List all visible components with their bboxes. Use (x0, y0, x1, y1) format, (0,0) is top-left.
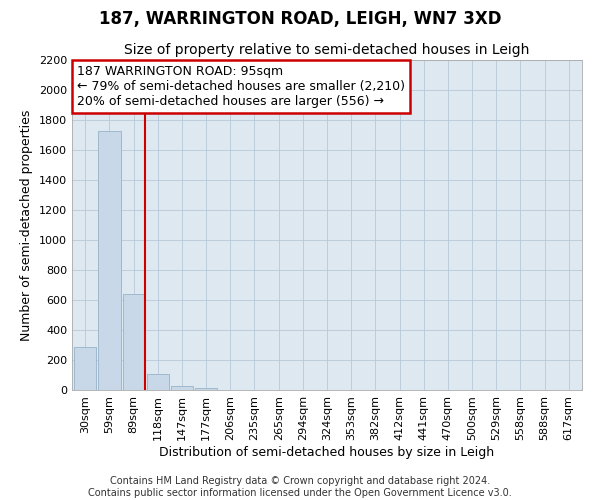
Bar (146, 374, 169, 390)
Y-axis label: Number of semi-detached properties: Number of semi-detached properties (20, 110, 34, 340)
Bar (74, 346, 97, 390)
Bar (98, 130, 121, 390)
Text: Contains HM Land Registry data © Crown copyright and database right 2024.
Contai: Contains HM Land Registry data © Crown c… (88, 476, 512, 498)
Text: 187, WARRINGTON ROAD, LEIGH, WN7 3XD: 187, WARRINGTON ROAD, LEIGH, WN7 3XD (99, 10, 501, 28)
Bar (122, 294, 145, 390)
Title: Size of property relative to semi-detached houses in Leigh: Size of property relative to semi-detach… (124, 44, 530, 58)
X-axis label: Distribution of semi-detached houses by size in Leigh: Distribution of semi-detached houses by … (160, 446, 494, 458)
Bar (171, 386, 193, 390)
Text: 187 WARRINGTON ROAD: 95sqm
← 79% of semi-detached houses are smaller (2,210)
20%: 187 WARRINGTON ROAD: 95sqm ← 79% of semi… (77, 65, 405, 108)
Bar (195, 388, 217, 390)
